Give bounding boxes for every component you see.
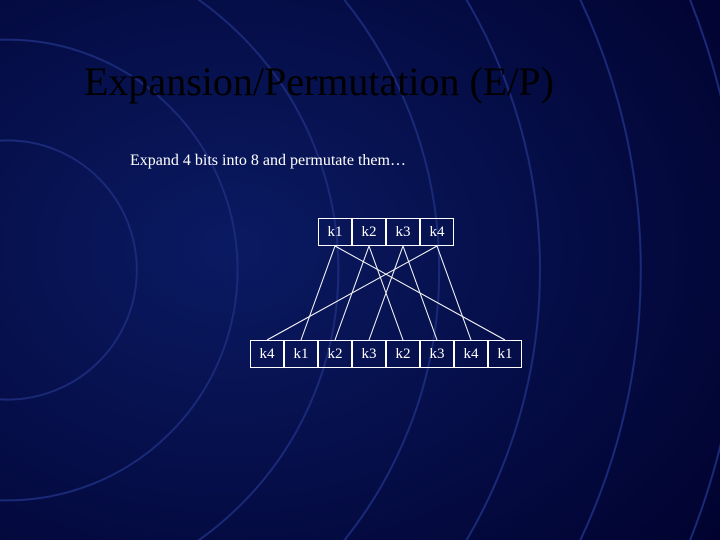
input-cell: k4	[420, 218, 454, 246]
output-cell: k2	[318, 340, 352, 368]
input-cell: k3	[386, 218, 420, 246]
output-cell: k1	[488, 340, 522, 368]
output-cell: k4	[250, 340, 284, 368]
output-cell: k1	[284, 340, 318, 368]
output-cell: k2	[386, 340, 420, 368]
output-cell: k3	[352, 340, 386, 368]
output-cell: k3	[420, 340, 454, 368]
input-cell: k1	[318, 218, 352, 246]
page-subtitle: Expand 4 bits into 8 and permutate them…	[130, 152, 406, 170]
input-cell: k2	[352, 218, 386, 246]
page-title: Expansion/Permutation (E/P)	[84, 58, 554, 105]
output-cell: k4	[454, 340, 488, 368]
